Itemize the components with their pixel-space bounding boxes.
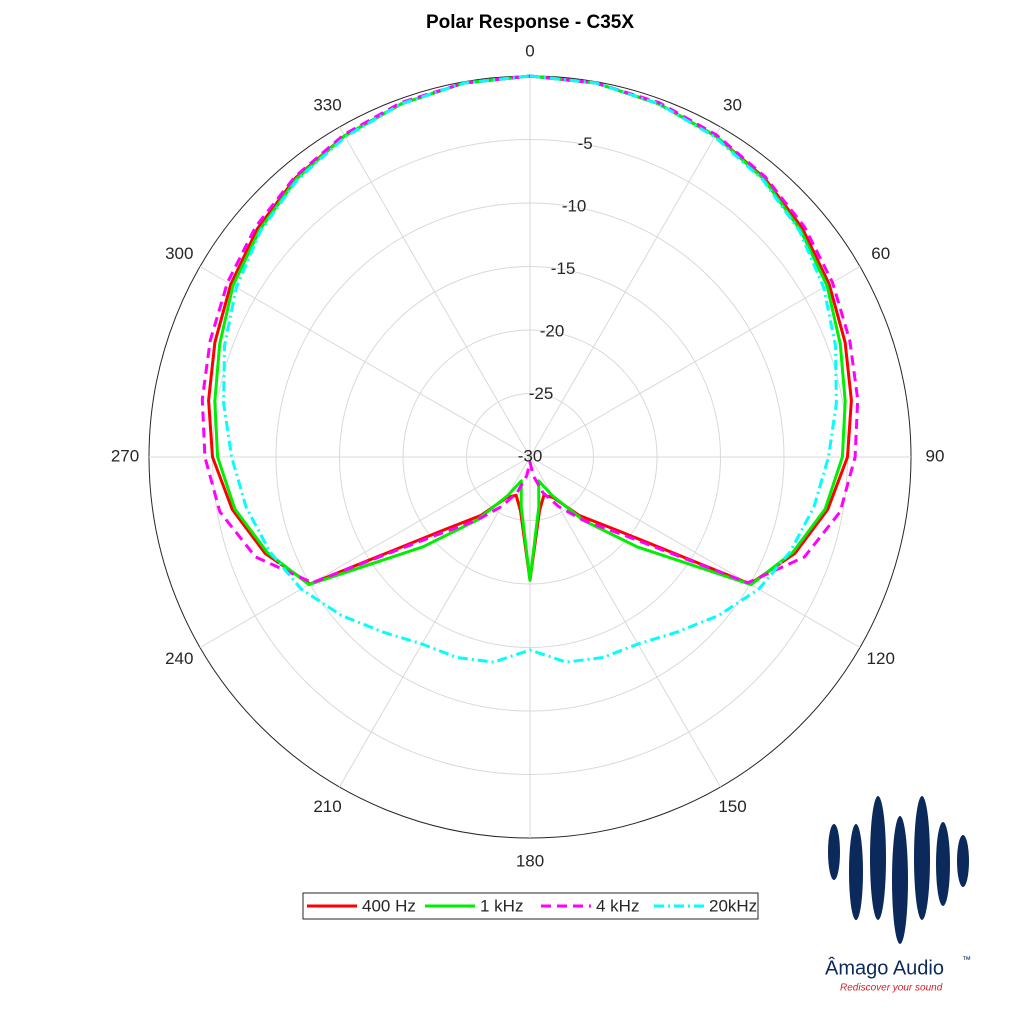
logo: Âmago Audio ™ Rediscover your sound: [825, 796, 971, 994]
theta-tick-label: 240: [165, 649, 193, 668]
logo-tagline: Rediscover your sound: [840, 983, 943, 994]
logo-bar: [828, 824, 840, 880]
r-tick-label: -5: [578, 134, 593, 153]
theta-tick-label: 30: [723, 96, 742, 115]
tick-labels: -30 -25 -20 -15 -10 -5 0 30 60 90 120 150 180 210 240 2…: [111, 41, 945, 870]
theta-grid-line: [529, 456, 861, 648]
theta-tick-label: 120: [867, 649, 895, 668]
theta-grid-line: [199, 456, 531, 648]
theta-tick-label: 300: [165, 244, 193, 263]
series-line: [222, 74, 838, 664]
theta-tick-label: 150: [718, 797, 746, 816]
theta-tick-label: 210: [313, 797, 341, 816]
legend: 400 Hz 1 kHz 4 kHz 20kHz: [302, 892, 759, 920]
r-tick-label: -15: [551, 259, 576, 278]
legend-label: 400 Hz: [362, 896, 416, 915]
theta-tick-label: 90: [926, 446, 945, 465]
logo-bar: [849, 824, 863, 920]
r-tick-label: -30: [518, 446, 543, 465]
r-tick-label: -10: [562, 196, 587, 215]
theta-grid-line: [529, 126, 721, 458]
theta-tick-label: 60: [871, 244, 890, 263]
r-tick-label: -25: [529, 384, 554, 403]
plot-area: [200, 74, 860, 664]
logo-bar: [892, 816, 908, 944]
theta-grid-line: [339, 456, 531, 788]
series-line: [213, 74, 847, 587]
theta-grid-line: [339, 126, 531, 458]
logo-name: Âmago Audio: [825, 956, 944, 979]
theta-grid-line: [529, 456, 721, 788]
legend-label: 4 kHz: [596, 896, 639, 915]
theta-tick-label: 0: [525, 41, 534, 60]
theta-grid-line: [199, 266, 531, 458]
logo-bar: [936, 822, 950, 906]
logo-bar: [914, 796, 930, 920]
r-tick-label: -20: [540, 321, 565, 340]
grid: [148, 75, 912, 839]
chart-title: Polar Response - C35X: [426, 12, 634, 33]
legend-label: 1 kHz: [480, 896, 523, 915]
logo-trademark: ™: [962, 954, 971, 964]
theta-grid-line: [529, 266, 861, 458]
logo-bar: [870, 796, 886, 920]
series-line: [200, 74, 860, 585]
theta-tick-label: 330: [313, 96, 341, 115]
logo-bar: [957, 835, 969, 887]
theta-tick-label: 180: [516, 851, 544, 870]
theta-tick-label: 270: [111, 446, 139, 465]
legend-label: 20kHz: [709, 896, 757, 915]
